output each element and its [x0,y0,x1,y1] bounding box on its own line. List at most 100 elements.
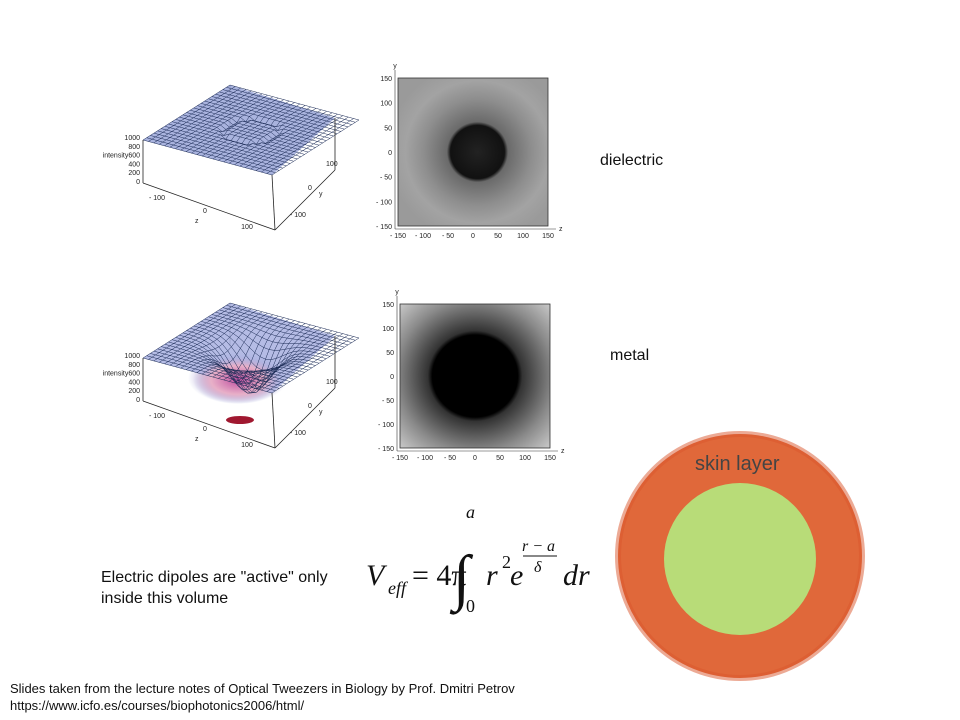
y-tick-label: 100 [326,161,338,168]
box-edge [271,392,276,449]
formula-sub: eff [388,578,409,598]
x-tick-label: 100 [517,233,529,240]
y-tick-label: 50 [384,125,392,132]
caption-line: Electric dipoles are "active" only [101,569,328,586]
formula-lower: 0 [466,596,475,616]
formula-upper: a [466,502,475,522]
y-tick-label: - 150 [378,446,394,453]
formula-power: 2 [502,552,511,572]
z-tick-label: 800 [128,144,140,151]
x-tick-label: - 150 [390,233,406,240]
formula-r: r [486,559,498,592]
y-tick-label: 0 [388,150,392,157]
y-tick-label: - 100 [378,422,394,429]
y-tick-label: 100 [382,326,394,333]
x-tick-label: 0 [203,208,207,215]
x-tick-label: - 100 [149,195,165,202]
formula-e: e [510,559,523,592]
inner-sphere [664,483,816,635]
x-tick-label: - 100 [149,413,165,420]
y-tick-label: - 150 [376,224,392,231]
y-tick-label: - 100 [376,199,392,206]
y-tick-label: 50 [386,350,394,357]
formula: V eff = 4π ∫ a 0 r 2 e r − a δ dr [366,502,590,616]
axis-label: z [561,448,565,455]
x-tick-label: - 50 [444,455,456,462]
box-edge [142,182,276,231]
x-tick-label: 0 [471,233,475,240]
axis-label: y [319,191,323,198]
x-tick-label: 50 [494,233,502,240]
x-tick-label: 150 [544,455,556,462]
y-tick-label: 0 [390,374,394,381]
x-tick-label: 150 [542,233,554,240]
density-image [399,303,551,449]
box-edge [274,169,336,231]
surface-grid [219,309,349,346]
formula-v: V [366,559,388,592]
formula-exp-den: δ [534,559,542,576]
x-tick-label: 100 [241,442,253,449]
density-image [397,77,549,227]
z-tick-label: 400 [128,161,140,168]
axis-label: y [393,63,397,70]
y-tick-label: 150 [380,76,392,83]
box-edge [271,174,276,231]
axis-label: y [319,409,323,416]
formula-dr: dr [563,559,590,592]
label-metal: metal [610,347,649,364]
caption-line: inside this volume [101,590,228,607]
box-edge [142,400,276,449]
z-tick-label: 800 [128,362,140,369]
x-tick-label: 100 [519,455,531,462]
surface-grid [261,334,349,391]
surface-grid [229,84,360,121]
surface-grid [250,331,338,388]
surface-grid [266,118,354,174]
y-tick-label: - 100 [290,212,306,219]
y-tick-label: 0 [308,403,312,410]
y-tick-label: 0 [308,185,312,192]
z-tick-label: 1000 [124,353,140,360]
surface-grid [250,113,338,170]
x-tick-label: 0 [203,426,207,433]
surface-grid [219,91,349,128]
surface-grid [222,89,352,125]
y-tick-label: - 100 [290,430,306,437]
surface-grid [255,115,344,171]
y-tick-label: 150 [382,302,394,309]
x-tick-label: - 50 [442,233,454,240]
surface-grid [271,119,360,176]
footer-line: https://www.icfo.es/courses/biophotonics… [10,698,304,713]
z-tick-label: intensity600 [103,153,140,160]
x-tick-label: - 150 [392,455,408,462]
surface-grid [266,336,354,392]
formula-exp-num: r − a [522,538,555,555]
x-tick-label: 0 [473,455,477,462]
formula-integral: ∫ [449,544,474,615]
y-tick-label: - 50 [382,398,394,405]
surface-grid [222,307,352,343]
x-tick-label: - 100 [415,233,431,240]
axis-label: z [195,436,199,443]
z-tick-label: 400 [128,379,140,386]
formula-equals: = 4π [412,559,467,592]
footer-line: Slides taken from the lecture notes of O… [10,681,515,696]
label-dielectric: dielectric [600,152,663,169]
y-tick-label: 100 [380,101,392,108]
z-tick-label: 0 [136,179,140,186]
surface-grid [226,87,356,123]
axis-label: z [559,226,563,233]
surface-grid [226,305,356,341]
surface-grid [255,333,344,389]
z-tick-label: 1000 [124,135,140,142]
box-edge [274,387,336,449]
surface-bottom [226,416,254,424]
surface-grid [229,302,360,339]
y-tick-label: 100 [326,379,338,386]
z-tick-label: intensity600 [103,371,140,378]
surface-grid [261,116,349,173]
outer-rim [615,431,865,681]
axis-label: y [395,289,399,296]
